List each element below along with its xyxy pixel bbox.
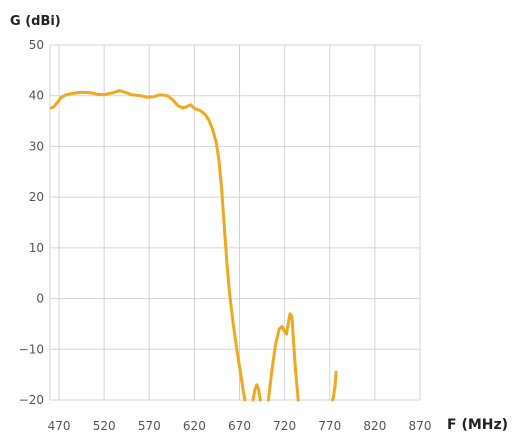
x-tick-label: 870 <box>409 419 432 433</box>
y-tick-label: 10 <box>29 241 44 255</box>
y-tick-label: −10 <box>19 342 44 356</box>
y-tick-label: 50 <box>29 38 44 52</box>
gain-line-segment <box>50 89 247 402</box>
grid-lines <box>49 44 421 401</box>
x-tick-label: 620 <box>183 419 206 433</box>
x-axis-label: F (MHz) <box>447 417 508 433</box>
tick-labels: 470 520 570 620 670 720 770 820 870 50 40 30 20 10 0 −1… <box>19 38 432 433</box>
gain-line-segment <box>266 312 300 402</box>
x-tick-label: 470 <box>48 419 71 433</box>
x-tick-label: 820 <box>363 419 386 433</box>
y-tick-label: 30 <box>29 139 44 153</box>
x-tick-label: 770 <box>318 419 341 433</box>
y-tick-label: 20 <box>29 190 44 204</box>
x-tick-label: 670 <box>228 419 251 433</box>
x-tick-label: 570 <box>138 419 161 433</box>
y-tick-label: 40 <box>29 89 44 103</box>
x-tick-label: 520 <box>93 419 116 433</box>
x-tick-label: 720 <box>273 419 296 433</box>
y-axis-label: G (dBi) <box>10 14 61 29</box>
gain-line-segment <box>251 383 262 402</box>
y-tick-label: −20 <box>19 393 44 407</box>
y-tick-label: 0 <box>36 292 44 306</box>
gain-line-segment <box>331 370 338 402</box>
gain-line <box>50 89 338 402</box>
